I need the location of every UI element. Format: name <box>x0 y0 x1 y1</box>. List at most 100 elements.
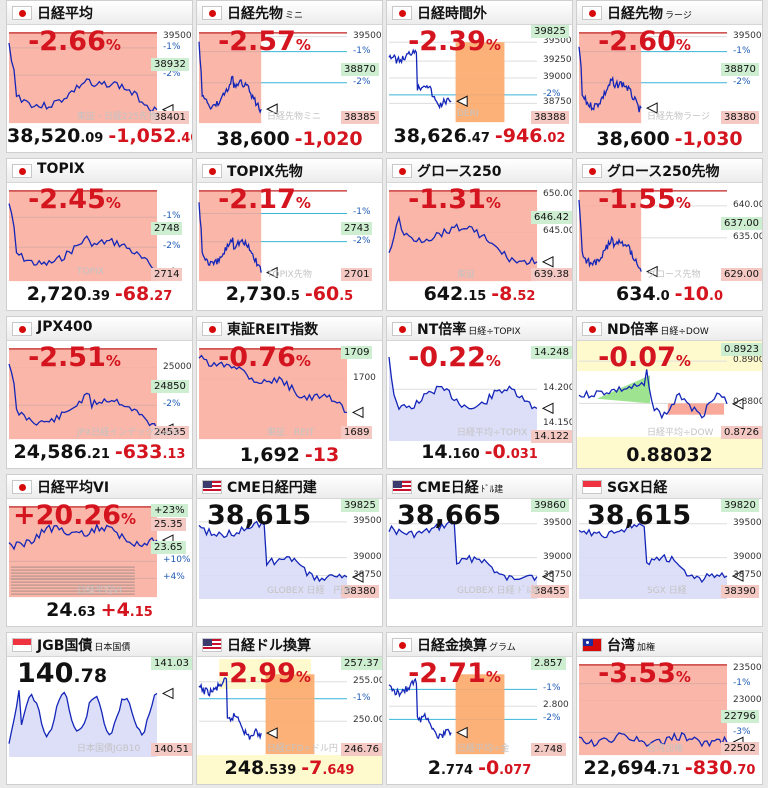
low-price-badge: 38385 <box>341 111 379 125</box>
sg-flag-icon <box>12 638 32 652</box>
current-price-marker-icon <box>161 687 174 700</box>
high-price-badge: 39825 <box>341 499 379 512</box>
price-footer: 14.160 -0.031 <box>387 441 572 466</box>
price-tick-label: 25000 <box>163 361 192 372</box>
market-tile[interactable]: TOPIX -1% -2% 2748 2714 TOPIX -2.45% 2,720.39 -6… <box>6 158 193 311</box>
chart-svg <box>198 32 347 124</box>
tile-title: SGX日経 <box>607 480 668 496</box>
market-tile[interactable]: 日経平均VI +10% +4% 25.35 23.65 +23% 日経平均VI +20.26%… <box>6 474 193 627</box>
chart-watermark: 日経先物ミニ <box>267 112 322 122</box>
market-tile[interactable]: JPX400 25000 -2% 24850 24535 JPX日経インデックス400 -2… <box>6 316 193 469</box>
tile-title: 日経平均 <box>37 6 93 22</box>
market-tile[interactable]: NT倍率 日経÷TOPIX 14.200 14.150 14.248 14.122 日経平均… <box>386 316 573 469</box>
chart-watermark: 日経平均÷TOPIX <box>457 428 528 438</box>
low-price-badge: 38455 <box>531 585 569 599</box>
high-price-badge: 2743 <box>341 222 373 236</box>
tile-title: TOPIX先物 <box>227 164 303 180</box>
current-price-marker-icon <box>646 265 658 278</box>
price-change: -1,030 <box>674 128 743 150</box>
price-tick-label: 14.150 <box>543 418 573 429</box>
jp-flag-icon <box>582 6 602 20</box>
market-tile[interactable]: SGX日経 39500 39000 38750 39820 38390 SGX 日経 38,6… <box>576 474 763 627</box>
price-tick-label: 645.00 <box>543 226 573 237</box>
last-price: 2,720.39 <box>26 283 110 305</box>
price-tick-label: 255.00 <box>353 675 383 686</box>
market-tile[interactable]: CME日経 ﾄﾞﾙ建 39500 39000 38750 39860 38455 GLOBEX… <box>386 474 573 627</box>
us-flag-icon <box>202 480 222 494</box>
price-chart: 23500 -1% 23000 -3% 22796 22502 台湾加権 <box>577 657 762 763</box>
market-tile[interactable]: ND倍率 日経÷DOW 0.8900 0.8800 0.8923 0.8726 日経平均÷D… <box>576 316 763 469</box>
market-tile[interactable]: 日経ドル換算 255.00 -1% 250.00 257.37 246.76 日経CFD÷ド… <box>196 632 383 785</box>
tile-title: CME日経円建 <box>227 480 317 496</box>
current-price-marker-icon <box>266 266 278 279</box>
low-price-badge: 629.00 <box>721 267 762 281</box>
market-tile[interactable]: 台湾 加権 23500 -1% 23000 -3% 22796 22502 台湾加権 -3.53%… <box>576 632 763 785</box>
market-tile[interactable]: 日経先物 ラージ 39500 -1% -2% 38870 38380 日経先物ラージ -2.60… <box>576 0 763 153</box>
market-tile[interactable]: 日経金換算 グラム -1% 2.800 -2% 2.857 2.748 日経平均÷金 -2.71… <box>386 632 573 785</box>
market-tile[interactable]: グロース250 650.00 645.00 646.42 639.38 東証 -1.31% 6… <box>386 158 573 311</box>
percent-tick-label: -2% <box>543 713 561 724</box>
tile-header: 日経平均 <box>7 1 192 25</box>
market-tile[interactable]: 東証REIT指数 1700 1709 1689 東証 REIT -0.76% 1,692 -1… <box>196 316 383 469</box>
chart-watermark: TOPIX <box>77 267 104 277</box>
market-tile[interactable]: JGB国債 日本国債 141.03 140.51 日本国債JGB10 140.78 <box>6 632 193 785</box>
price-change: -0.031 <box>484 441 538 463</box>
low-price-badge: 246.76 <box>341 743 382 757</box>
price-line <box>578 46 642 113</box>
market-tile[interactable]: 日経時間外 39500 39250 39000 -2% 38750 39825 38388 DE… <box>386 0 573 153</box>
market-tile[interactable]: CME日経円建 39500 39000 38750 39825 38380 GLOBEX 日… <box>196 474 383 627</box>
price-line <box>578 369 728 420</box>
tile-title: 日経先物 ラージ <box>607 6 692 22</box>
tile-subtitle: ミニ <box>285 11 304 21</box>
price-footer: 2,720.39 -68.27 <box>7 283 192 308</box>
percent-change: -3.53% <box>598 658 691 689</box>
tile-title: TOPIX <box>37 161 85 177</box>
percent-change: -2.57% <box>218 26 311 57</box>
chart-svg <box>388 356 554 441</box>
price-tick-label: 635.00 <box>733 231 763 242</box>
tile-title: グロース250先物 <box>607 164 720 180</box>
last-price: 0.88032 <box>626 444 713 466</box>
chart-watermark: グロース先物 <box>647 270 701 280</box>
loss-area <box>579 32 642 124</box>
percent-tick-label: -2% <box>353 76 371 87</box>
tile-title: CME日経 ﾄﾞﾙ建 <box>417 480 504 496</box>
price-area <box>579 523 727 599</box>
last-price: 38,600 <box>216 128 290 150</box>
tile-subtitle: 加権 <box>637 643 656 653</box>
tile-title: 日経平均VI <box>37 480 110 496</box>
percent-tick-label: -2% <box>163 241 181 252</box>
current-price-marker-icon <box>456 95 468 108</box>
jp-flag-icon <box>392 638 412 652</box>
chart-watermark: 日経平均÷DOW <box>647 428 714 438</box>
tile-header: グロース250 <box>387 159 572 183</box>
price-tick-label: 39000 <box>543 551 572 562</box>
percent-change: -1.31% <box>408 184 501 215</box>
percent-tick-label: -1% <box>353 45 371 56</box>
low-price-badge: 14.122 <box>531 430 572 444</box>
price-line <box>578 522 728 584</box>
percent-unit: % <box>485 668 501 686</box>
percent-tick-label: -2% <box>163 399 181 410</box>
current-price: 38,665 <box>397 500 502 531</box>
market-tile[interactable]: グロース250先物 640.00 635.00 637.00 629.00 グロース先物 -… <box>576 158 763 311</box>
high-price-badge: 38870 <box>341 62 379 76</box>
price-change: -633.13 <box>114 441 186 463</box>
price-change: -1,020 <box>294 128 363 150</box>
price-tick-label: 38750 <box>733 569 762 580</box>
market-tile[interactable]: 日経先物 ミニ 39500 -1% -2% 38870 38385 日経先物ミニ -2.57% 3… <box>196 0 383 153</box>
price-line <box>578 199 642 272</box>
high-price-badge: 39825 <box>531 25 569 38</box>
percent-unit: % <box>675 194 691 212</box>
price-change: -13 <box>304 444 340 466</box>
tile-subtitle: グラム <box>489 643 516 653</box>
highlight-band <box>577 437 762 468</box>
percent-change: -2.17% <box>218 184 311 215</box>
low-price-badge: 22502 <box>721 741 759 755</box>
percent-change: -2.99% <box>218 658 311 689</box>
current-price: 140.78 <box>17 658 108 689</box>
low-price-badge: 38388 <box>531 111 569 125</box>
market-tile[interactable]: 日経平均 39500 -1% -2% 38932 38401 東証・日経225先物 -2.66… <box>6 0 193 153</box>
percent-tick-label: -1% <box>163 41 181 52</box>
market-tile[interactable]: TOPIX先物 -1% -2% 2743 2701 TOPIX先物 -2.17% 2,730.… <box>196 158 383 311</box>
